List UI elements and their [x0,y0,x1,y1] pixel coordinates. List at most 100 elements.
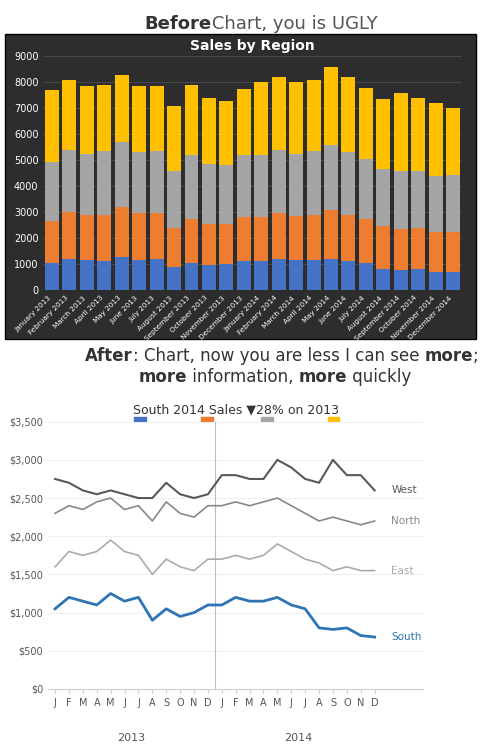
Bar [358,263,372,290]
Bar [115,258,129,290]
Bar [393,171,407,230]
Bar [62,259,76,290]
Bar [97,261,111,290]
Bar [306,151,320,215]
Bar [445,273,459,290]
Bar [288,216,302,260]
Bar [80,260,94,290]
Bar [393,230,407,270]
Bar [115,207,129,258]
Text: more: more [138,367,186,386]
Text: After: After [85,347,132,365]
Bar [358,218,372,263]
Bar [375,169,389,227]
Bar [97,215,111,261]
Bar [341,261,355,290]
Bar [410,227,424,269]
Text: North: North [391,516,420,526]
Bar [288,260,302,290]
Bar [219,264,233,290]
Bar [184,218,198,263]
Bar [45,161,59,221]
Bar [288,154,302,216]
Bar [236,155,250,218]
Text: quickly: quickly [346,367,410,386]
Bar [202,224,216,265]
Bar [306,215,320,260]
Bar [62,80,76,150]
Text: South: South [391,632,421,642]
Text: 2013: 2013 [117,733,145,743]
Bar [271,259,285,290]
Bar [375,269,389,290]
Bar [324,145,337,209]
Text: more: more [423,347,472,365]
Bar [236,261,250,290]
Bar [167,105,180,171]
Bar [149,259,163,290]
Bar [271,150,285,213]
Bar [132,260,146,290]
Bar [254,261,268,290]
Bar [132,87,146,152]
Bar [445,232,459,273]
Bar [393,270,407,290]
Bar [445,175,459,232]
Bar [236,89,250,155]
Bar [236,218,250,261]
Bar [341,78,355,152]
Bar [375,227,389,269]
Bar [202,98,216,164]
Bar [149,87,163,151]
Bar [115,142,129,207]
Text: East: East [391,566,413,575]
Bar [80,215,94,260]
Bar [80,154,94,215]
Bar [428,272,442,290]
Bar [288,82,302,154]
Bar [167,267,180,290]
Text: Before: Before [144,15,211,33]
Bar [271,78,285,150]
Bar [271,213,285,259]
Bar [324,209,337,259]
Bar [219,101,233,166]
Bar [45,221,59,263]
Text: ;: ; [472,347,478,365]
Bar [445,108,459,175]
Bar [410,98,424,171]
Bar [393,93,407,171]
Bar [132,152,146,213]
Bar [62,150,76,212]
Bar [410,171,424,227]
Bar [80,87,94,154]
Bar [341,215,355,261]
Bar [254,82,268,155]
Text: 2014: 2014 [284,733,312,743]
Bar [219,224,233,264]
Bar [428,232,442,272]
Bar [375,99,389,169]
Bar [115,75,129,142]
Bar [167,227,180,267]
Bar [184,263,198,290]
Bar [149,151,163,213]
Bar [428,103,442,175]
Bar [45,263,59,290]
Bar [149,213,163,259]
Bar [254,218,268,261]
Bar [132,213,146,260]
Bar [62,212,76,259]
Bar [45,90,59,162]
Bar [202,265,216,290]
Bar [358,159,372,218]
Text: more: more [298,367,346,386]
Bar [306,80,320,151]
Bar [219,166,233,224]
Bar [97,85,111,151]
Title: South 2014 Sales ▼28% on 2013: South 2014 Sales ▼28% on 2013 [132,404,338,416]
Bar [97,151,111,215]
Title: Sales by Region: Sales by Region [190,38,314,53]
Text: West: West [391,486,416,495]
Text: information,: information, [186,367,298,386]
